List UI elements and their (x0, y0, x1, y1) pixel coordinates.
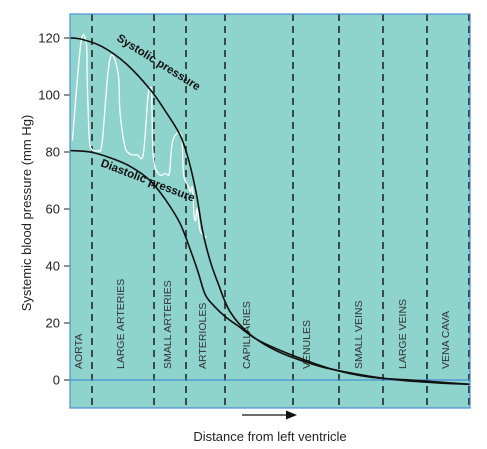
plot-border (69, 13, 471, 409)
region-dividers (91, 14, 470, 408)
region-label-capillaries: CAPILLARIES (241, 301, 253, 369)
y-tick-label: 20 (46, 316, 60, 331)
region-label-small-veins: SMALL VEINS (353, 301, 365, 369)
y-tick-label: 120 (38, 31, 60, 46)
region-label-small-arteries: SMALL ARTERIES (162, 280, 174, 369)
region-labels: AORTA LARGE ARTERIES SMALL ARTERIES ARTERIO… (73, 279, 452, 369)
series-line-diastolic (69, 149, 471, 386)
region-label-large-veins: LARGE VEINS (397, 299, 409, 369)
region-label-vena-cava: VENA CAVA (440, 311, 452, 369)
y-tick-label: 0 (53, 373, 60, 388)
y-tick-label: 100 (38, 88, 60, 103)
x-axis-title: Distance from left ventricle (193, 429, 346, 444)
region-label-large-arteries: LARGE ARTERIES (115, 279, 127, 369)
direction-arrow (242, 410, 297, 420)
y-axis-ticks: 0 20 40 60 80 100 120 (38, 31, 70, 388)
pulse-wave-line (71, 34, 207, 239)
region-label-arterioles: ARTERIOLES (197, 303, 209, 369)
y-tick-label: 80 (46, 145, 60, 160)
y-tick-label: 40 (46, 259, 60, 274)
y-axis-title: Systemic blood pressure (mm Hg) (19, 115, 34, 312)
series-line-systolic (69, 37, 471, 386)
region-label-venules: VENULES (301, 320, 313, 369)
plot-background (70, 14, 470, 408)
y-tick-label: 60 (46, 202, 60, 217)
region-label-aorta: AORTA (73, 334, 85, 369)
